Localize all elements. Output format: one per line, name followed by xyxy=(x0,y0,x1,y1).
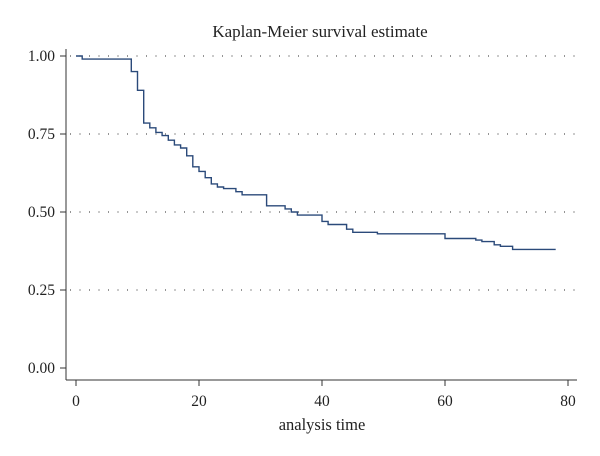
y-tick-label: 0.50 xyxy=(28,204,55,221)
x-axis-label: analysis time xyxy=(279,415,366,434)
x-tick-label: 60 xyxy=(437,393,453,410)
x-tick-label: 0 xyxy=(72,393,80,410)
y-tick-label: 0.25 xyxy=(28,282,55,299)
gridlines xyxy=(70,55,577,291)
survival-step-line xyxy=(76,55,556,251)
y-tick-label: 0.00 xyxy=(28,360,55,377)
y-tick-label: 1.00 xyxy=(28,48,55,65)
x-tick-label: 80 xyxy=(560,393,576,410)
x-tick-label: 20 xyxy=(191,393,207,410)
x-axis-ticks: 0 20 40 60 80 xyxy=(72,380,576,410)
y-axis-ticks: 0.00 0.25 0.50 0.75 1.00 xyxy=(28,48,66,377)
chart-title: Kaplan-Meier survival estimate xyxy=(212,22,427,41)
x-tick-label: 40 xyxy=(314,393,330,410)
y-tick-label: 0.75 xyxy=(28,126,55,143)
series-group xyxy=(76,55,556,251)
